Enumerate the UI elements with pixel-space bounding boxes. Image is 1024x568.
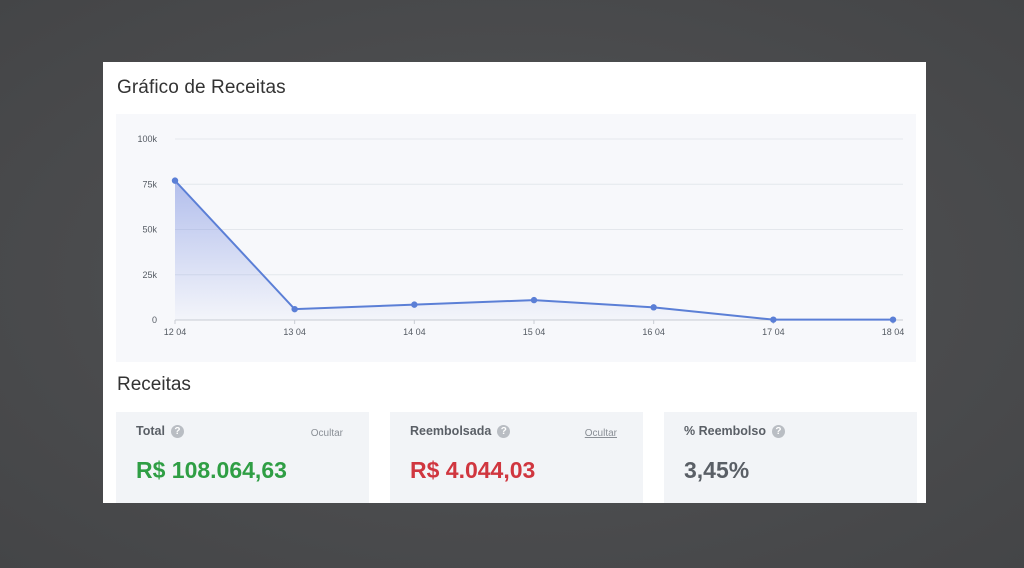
help-icon[interactable]: ? (497, 424, 511, 438)
revenue-chart-panel: Gráfico de Receitas 0 25k 50k 75k 100k 12 04 1… (103, 62, 926, 503)
revenue-chart: 0 25k 50k 75k 100k 12 04 13 04 14 04 15 04 16 04 1… (116, 114, 916, 362)
data-point (770, 316, 777, 323)
y-tick-label: 50k (142, 225, 157, 235)
data-point (171, 177, 179, 184)
x-tick-label: 15 04 (523, 327, 546, 337)
x-tick-label: 16 04 (642, 327, 665, 337)
refunded-label: Reembolsada (410, 424, 492, 438)
y-tick-label: 0 (152, 315, 157, 325)
refunded-card: Reembolsada ? Ocultar R$ 4.044,03 (390, 412, 643, 503)
hide-total-link[interactable]: Ocultar (310, 428, 343, 439)
help-icon[interactable]: ? (771, 424, 785, 438)
panel-title: Gráfico de Receitas (117, 77, 286, 98)
revenue-section-title: Receitas (117, 374, 191, 395)
refund-percent-value: 3,45% (684, 457, 750, 483)
refund-percent-card: % Reembolso ? 3,45% (664, 412, 917, 503)
data-point (291, 305, 298, 313)
data-point (530, 296, 538, 304)
x-tick-label: 12 04 (164, 327, 187, 337)
data-point (889, 316, 897, 323)
y-tick-label: 100k (137, 134, 157, 144)
hide-refunded-link[interactable]: Ocultar (584, 428, 617, 439)
help-icon[interactable]: ? (170, 424, 184, 438)
total-label: Total (136, 424, 165, 438)
total-card: Total ? Ocultar R$ 108.064,63 (116, 412, 369, 503)
refunded-value: R$ 4.044,03 (410, 457, 536, 483)
data-point (411, 301, 418, 308)
x-tick-label: 13 04 (283, 327, 306, 337)
x-tick-label: 14 04 (403, 327, 426, 337)
x-tick-label: 17 04 (762, 327, 785, 337)
data-point (650, 304, 657, 311)
x-tick-label: 18 04 (882, 327, 905, 337)
y-tick-label: 25k (142, 270, 157, 280)
total-value: R$ 108.064,63 (136, 457, 287, 483)
refund-percent-label: % Reembolso (684, 424, 766, 438)
revenue-chart-svg: 0 25k 50k 75k 100k 12 04 13 04 14 04 15 04 16 04 1… (137, 134, 905, 337)
area-fill (175, 180, 893, 320)
y-tick-label: 75k (142, 179, 157, 189)
